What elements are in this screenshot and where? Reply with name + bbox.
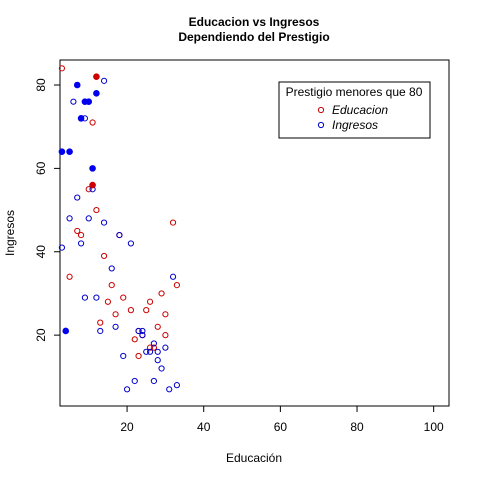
data-point bbox=[58, 148, 66, 156]
data-point bbox=[58, 244, 66, 251]
data-point bbox=[150, 340, 157, 347]
plot-area-frame bbox=[59, 59, 450, 407]
data-point bbox=[58, 65, 66, 72]
data-point bbox=[85, 215, 92, 222]
data-point bbox=[143, 307, 150, 314]
data-point bbox=[108, 282, 115, 289]
data-point bbox=[66, 148, 73, 156]
data-point bbox=[127, 307, 135, 314]
legend-label-ingresos: Ingresos bbox=[332, 118, 378, 132]
data-point bbox=[158, 365, 165, 372]
data-point bbox=[135, 352, 142, 360]
x-tick-label: 20 bbox=[120, 420, 134, 434]
data-point bbox=[169, 273, 177, 280]
data-point bbox=[120, 352, 127, 360]
chart-title: Educacion vs Ingresos bbox=[189, 15, 320, 29]
data-point bbox=[93, 206, 100, 214]
data-point bbox=[112, 311, 119, 318]
y-tick-label: 20 bbox=[34, 328, 48, 342]
data-point bbox=[97, 319, 104, 326]
x-tick-label: 80 bbox=[350, 420, 364, 434]
data-point bbox=[70, 98, 77, 105]
legend-marker-educacion bbox=[317, 106, 325, 114]
data-point bbox=[77, 240, 85, 247]
data-point bbox=[146, 344, 154, 351]
data-point bbox=[100, 219, 108, 226]
data-point bbox=[112, 323, 119, 330]
data-point bbox=[100, 252, 108, 260]
data-point bbox=[77, 115, 85, 122]
data-point bbox=[74, 194, 81, 201]
x-tick-label: 60 bbox=[274, 420, 288, 434]
data-point bbox=[127, 240, 135, 247]
data-point bbox=[150, 377, 157, 385]
x-axis: 20 40 60 80 100 bbox=[120, 406, 444, 434]
data-point bbox=[89, 165, 96, 172]
data-point bbox=[173, 382, 180, 389]
data-point bbox=[77, 231, 85, 239]
data-point bbox=[89, 181, 96, 189]
y-tick-label: 80 bbox=[34, 78, 48, 92]
legend-box bbox=[278, 81, 431, 139]
data-point bbox=[154, 357, 161, 364]
data-point bbox=[62, 327, 70, 335]
x-tick-label: 100 bbox=[424, 420, 444, 434]
data-point bbox=[154, 323, 161, 330]
data-point bbox=[139, 332, 146, 339]
data-point bbox=[131, 377, 138, 385]
legend-label-educacion: Educacion bbox=[332, 103, 388, 117]
data-point bbox=[158, 290, 165, 297]
data-points bbox=[58, 65, 180, 393]
data-point bbox=[120, 294, 127, 301]
data-point bbox=[73, 81, 81, 89]
data-point bbox=[173, 282, 180, 289]
data-point bbox=[85, 98, 93, 105]
data-point bbox=[135, 327, 142, 335]
data-point bbox=[150, 344, 157, 351]
data-point bbox=[108, 265, 115, 272]
legend-marker-ingresos bbox=[317, 121, 325, 129]
chart-subtitle: Dependiendo del Prestigio bbox=[178, 30, 329, 44]
data-point bbox=[162, 344, 169, 351]
y-axis-label: Ingresos bbox=[3, 210, 17, 256]
y-axis: 20 40 60 80 bbox=[34, 78, 60, 342]
data-point bbox=[131, 336, 138, 343]
y-tick-label: 40 bbox=[34, 245, 48, 259]
data-point bbox=[169, 219, 177, 226]
legend-title: Prestigio menores que 80 bbox=[286, 85, 423, 99]
data-point bbox=[146, 348, 154, 355]
x-tick-label: 40 bbox=[197, 420, 211, 434]
data-point bbox=[154, 348, 161, 355]
data-point bbox=[100, 77, 108, 84]
data-point bbox=[97, 327, 104, 335]
data-point bbox=[74, 227, 81, 235]
data-point bbox=[162, 332, 169, 339]
legend: Prestigio menores que 80 Educacion Ingre… bbox=[278, 81, 431, 139]
data-point bbox=[166, 386, 173, 393]
data-point bbox=[66, 273, 73, 280]
data-point bbox=[139, 327, 146, 335]
x-axis-label: Educación bbox=[226, 451, 282, 465]
data-point bbox=[104, 298, 112, 305]
data-point bbox=[143, 348, 150, 355]
data-point bbox=[66, 215, 73, 222]
data-point bbox=[123, 386, 131, 393]
data-point bbox=[116, 231, 123, 239]
data-point bbox=[81, 294, 89, 301]
data-point bbox=[93, 73, 100, 80]
data-point bbox=[93, 294, 100, 301]
data-point bbox=[162, 311, 169, 318]
data-point bbox=[146, 298, 154, 305]
data-point bbox=[93, 90, 100, 97]
data-point bbox=[85, 186, 92, 193]
data-point bbox=[89, 119, 96, 126]
y-tick-label: 60 bbox=[34, 161, 48, 175]
